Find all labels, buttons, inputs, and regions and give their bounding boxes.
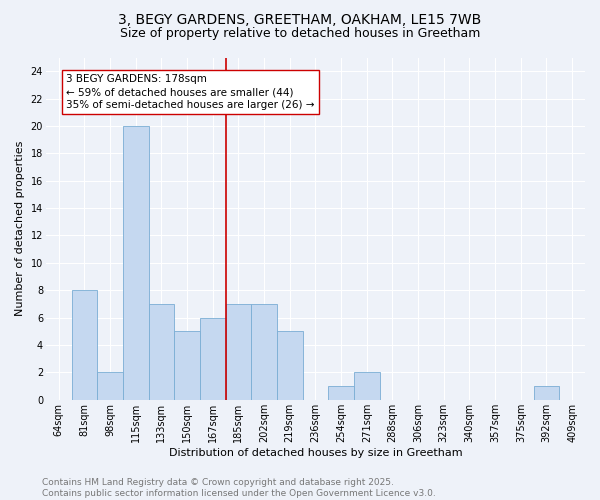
Bar [328, 386, 354, 400]
Bar [97, 372, 123, 400]
Text: Contains HM Land Registry data © Crown copyright and database right 2025.
Contai: Contains HM Land Registry data © Crown c… [42, 478, 436, 498]
Bar [174, 332, 200, 400]
X-axis label: Distribution of detached houses by size in Greetham: Distribution of detached houses by size … [169, 448, 462, 458]
Bar [71, 290, 97, 400]
Text: Size of property relative to detached houses in Greetham: Size of property relative to detached ho… [120, 28, 480, 40]
Bar [354, 372, 380, 400]
Bar [251, 304, 277, 400]
Bar [277, 332, 302, 400]
Bar [200, 318, 226, 400]
Y-axis label: Number of detached properties: Number of detached properties [15, 141, 25, 316]
Bar [149, 304, 174, 400]
Bar [123, 126, 149, 400]
Bar [533, 386, 559, 400]
Text: 3 BEGY GARDENS: 178sqm
← 59% of detached houses are smaller (44)
35% of semi-det: 3 BEGY GARDENS: 178sqm ← 59% of detached… [67, 74, 315, 110]
Bar [226, 304, 251, 400]
Text: 3, BEGY GARDENS, GREETHAM, OAKHAM, LE15 7WB: 3, BEGY GARDENS, GREETHAM, OAKHAM, LE15 … [118, 12, 482, 26]
